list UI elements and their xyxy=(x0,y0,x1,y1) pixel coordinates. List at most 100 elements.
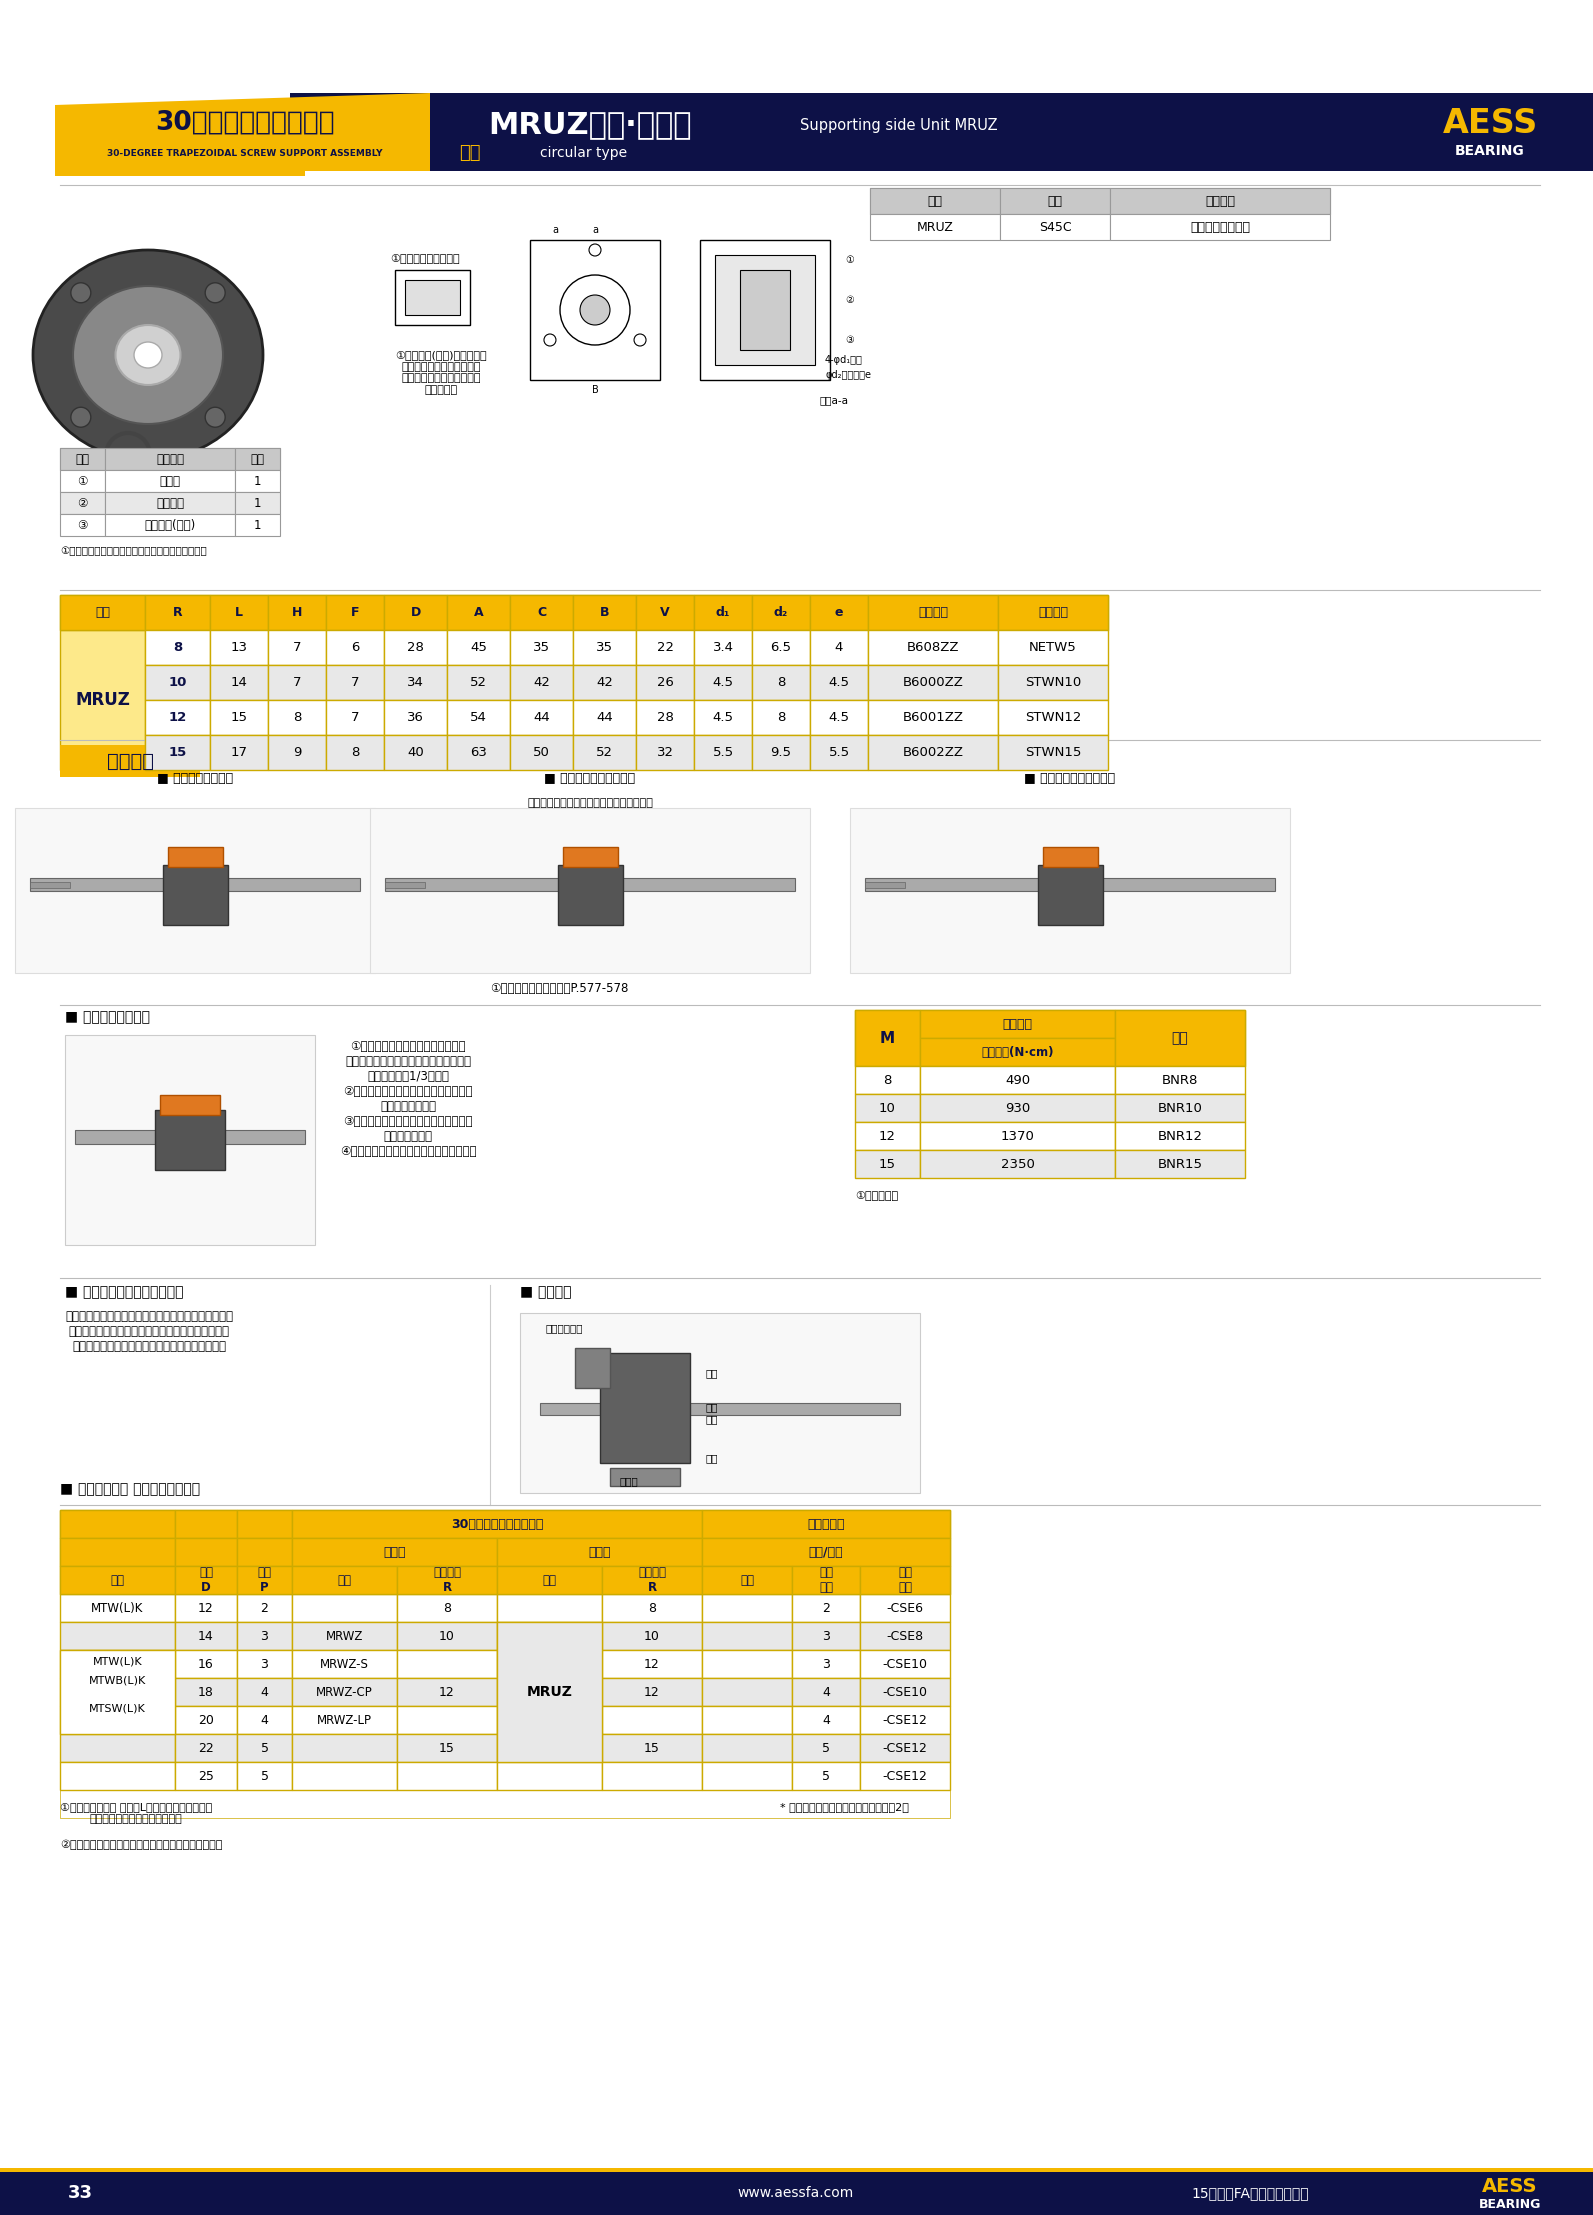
Bar xyxy=(868,664,997,700)
Text: 18: 18 xyxy=(198,1686,213,1699)
Text: 帽紧螺螺: 帽紧螺螺 xyxy=(1002,1017,1032,1030)
Text: 34: 34 xyxy=(408,676,424,689)
Bar xyxy=(236,470,280,492)
Text: 追加
加工: 追加 加工 xyxy=(898,1566,913,1595)
Bar xyxy=(448,629,510,664)
Text: 8: 8 xyxy=(443,1601,451,1615)
Text: 7: 7 xyxy=(293,676,301,689)
Text: d₁: d₁ xyxy=(715,607,730,618)
Bar xyxy=(792,1650,860,1679)
Bar xyxy=(61,1537,175,1566)
Bar xyxy=(497,1761,602,1790)
Bar xyxy=(30,882,70,888)
Text: ①如果型式中的（ ）加上L，则为左旋螺纹规格。
请选择左旋规格的位置显示器。: ①如果型式中的（ ）加上L，则为左旋螺纹规格。 请选择左旋规格的位置显示器。 xyxy=(61,1803,212,1823)
Text: 4: 4 xyxy=(822,1686,830,1699)
Bar xyxy=(860,1621,949,1650)
Text: 13: 13 xyxy=(231,640,247,653)
Bar xyxy=(145,700,210,735)
Bar xyxy=(792,1566,860,1595)
Text: 4.5: 4.5 xyxy=(712,711,733,724)
Bar xyxy=(448,596,510,629)
Bar xyxy=(384,596,448,629)
Text: 2: 2 xyxy=(822,1601,830,1615)
Circle shape xyxy=(589,244,601,257)
Text: 径向轴承: 径向轴承 xyxy=(156,496,185,509)
Text: 54: 54 xyxy=(470,711,487,724)
Text: 15: 15 xyxy=(440,1741,456,1754)
Text: ■ 零件详图: ■ 零件详图 xyxy=(519,1285,572,1298)
Text: -CSE12: -CSE12 xyxy=(883,1770,927,1783)
Bar xyxy=(860,1650,949,1679)
Text: 20: 20 xyxy=(198,1714,213,1725)
Text: ①: ① xyxy=(846,255,854,266)
Text: 8: 8 xyxy=(350,746,358,760)
Bar xyxy=(997,735,1109,771)
Bar xyxy=(752,629,809,664)
Bar xyxy=(809,664,868,700)
Bar xyxy=(860,1679,949,1706)
Text: * 大型位置显示器无法指定主轴螺距为2。: * 大型位置显示器无法指定主轴螺距为2。 xyxy=(781,1803,910,1812)
Bar xyxy=(921,1123,1115,1150)
Text: ③: ③ xyxy=(846,334,854,346)
Text: MRWZ-LP: MRWZ-LP xyxy=(317,1714,373,1725)
Bar xyxy=(703,1734,792,1761)
Bar xyxy=(695,700,752,735)
Bar xyxy=(237,1734,292,1761)
Bar xyxy=(268,664,327,700)
Bar xyxy=(292,1595,397,1621)
Bar xyxy=(1042,846,1098,866)
Bar xyxy=(145,629,210,664)
Text: AESS: AESS xyxy=(1442,106,1537,140)
Bar xyxy=(510,735,573,771)
Bar xyxy=(860,1595,949,1621)
Bar xyxy=(703,1621,792,1650)
Text: 主体: 主体 xyxy=(706,1369,717,1378)
Bar xyxy=(695,629,752,664)
Bar xyxy=(921,1010,1115,1039)
Bar xyxy=(855,1123,921,1150)
Text: F: F xyxy=(350,607,360,618)
Bar xyxy=(292,1761,397,1790)
Bar xyxy=(703,1761,792,1790)
Bar xyxy=(573,664,636,700)
Bar xyxy=(860,1566,949,1595)
Text: MRWZ-CP: MRWZ-CP xyxy=(315,1686,373,1699)
Bar xyxy=(395,270,470,326)
Text: 2: 2 xyxy=(261,1601,269,1615)
Bar xyxy=(61,1595,175,1621)
Bar xyxy=(695,735,752,771)
Text: 490: 490 xyxy=(1005,1074,1031,1088)
Bar xyxy=(56,171,304,175)
Bar xyxy=(268,629,327,664)
Bar xyxy=(1115,1010,1246,1065)
Bar xyxy=(636,735,695,771)
Bar xyxy=(703,1511,949,1537)
Text: -CSE10: -CSE10 xyxy=(883,1686,927,1699)
Bar xyxy=(61,447,105,470)
Bar xyxy=(602,1621,703,1650)
Text: MRUZ: MRUZ xyxy=(527,1686,572,1699)
Circle shape xyxy=(70,284,91,303)
Bar xyxy=(61,470,105,492)
Text: 7: 7 xyxy=(350,676,360,689)
Text: 表面处理: 表面处理 xyxy=(1204,195,1235,208)
Text: 轴径内径
R: 轴径内径 R xyxy=(639,1566,666,1595)
Text: 位置显示器: 位置显示器 xyxy=(808,1517,844,1531)
Text: 8: 8 xyxy=(174,640,182,653)
Text: 代码: 代码 xyxy=(96,607,110,618)
Text: 轴用扣环(附件): 轴用扣环(附件) xyxy=(145,518,196,532)
Bar xyxy=(405,279,460,315)
Bar xyxy=(397,1706,497,1734)
Text: MTW(L)K: MTW(L)K xyxy=(92,1657,142,1666)
Text: STWN10: STWN10 xyxy=(1024,676,1082,689)
Text: AESS: AESS xyxy=(1481,2177,1537,2197)
Bar xyxy=(997,596,1109,629)
Text: NETW5: NETW5 xyxy=(1029,640,1077,653)
Text: 圆型: 圆型 xyxy=(459,144,481,162)
Bar xyxy=(573,596,636,629)
Bar xyxy=(210,735,268,771)
Bar xyxy=(61,744,201,777)
Bar xyxy=(61,1761,175,1790)
Text: 12: 12 xyxy=(440,1686,456,1699)
Text: 轴体: 轴体 xyxy=(706,1453,717,1462)
